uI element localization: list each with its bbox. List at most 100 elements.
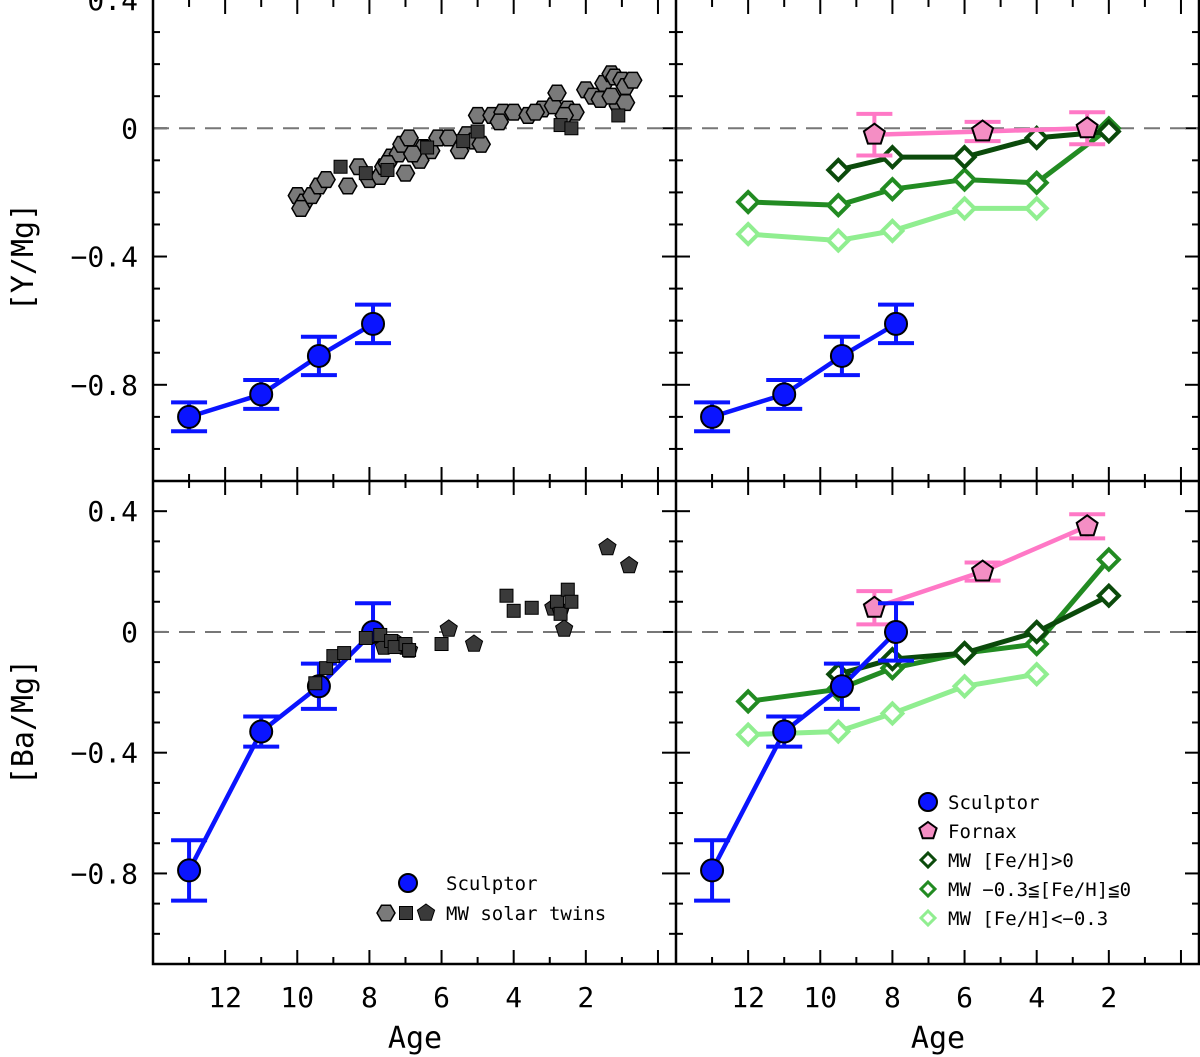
point-sculptor: [884, 619, 909, 644]
point-fornax: [970, 119, 995, 142]
point-mw-low: [951, 673, 978, 700]
legend-marker-sculptor: [918, 792, 938, 812]
point-twins-square: [553, 606, 568, 621]
x-tick-label: 8: [884, 981, 901, 1014]
legend-marker-twins-square: [399, 906, 413, 920]
line-sculptor: [187, 630, 375, 872]
y-tick-label: 0.4: [87, 495, 138, 528]
point-sculptor: [249, 719, 274, 744]
point-twins-square: [611, 108, 626, 123]
point-twins-square: [549, 594, 564, 609]
point-twins-pent: [464, 634, 484, 652]
x-tick-label: 4: [505, 981, 522, 1014]
legend-label: MW solar twins: [446, 903, 606, 925]
point-mw-high: [951, 144, 978, 170]
x-tick-label: 2: [577, 981, 594, 1014]
series-mw-mid: [735, 115, 1122, 219]
point-sculptor: [361, 311, 386, 336]
point-sculptor: [772, 719, 797, 744]
line-mw-mid: [747, 557, 1111, 704]
point-twins-square: [358, 630, 373, 645]
point-twins-square: [434, 637, 449, 652]
ticks: [153, 481, 676, 964]
series-twins-square: [308, 582, 579, 691]
point-mw-low: [1023, 661, 1050, 688]
data-layer: [694, 110, 1122, 434]
point-twins-square: [337, 646, 352, 661]
panel-top-left: 0.4 0 −0.4 −0.8: [71, 0, 676, 481]
x-axis-title-right: Age: [911, 1021, 965, 1056]
point-sculptor: [306, 343, 331, 368]
series-mw-mid: [735, 546, 1122, 715]
x-tick-label: 4: [1028, 981, 1045, 1014]
series-fornax: [856, 512, 1106, 627]
legend-marker-twins-hex: [376, 904, 396, 922]
x-tick-label: 10: [803, 981, 837, 1014]
axis-titles: Age Age [Y/Mg] [Ba/Mg]: [6, 203, 965, 1056]
y-tick-label: 0: [121, 112, 138, 145]
x-tick-label: 12: [731, 981, 765, 1014]
series-mw-low: [735, 195, 1050, 254]
y-tick-label: 0: [121, 616, 138, 649]
point-mw-mid: [825, 192, 852, 219]
point-twins-hex: [337, 177, 358, 195]
point-mw-mid: [1095, 546, 1122, 573]
point-twins-hex: [402, 145, 423, 163]
y-tick-label: −0.4: [71, 737, 138, 770]
point-twins-hex: [601, 87, 621, 105]
point-twins-square: [499, 588, 514, 603]
point-mw-high: [1095, 118, 1122, 145]
point-twins-square: [402, 643, 417, 658]
series-sculptor: [171, 601, 392, 903]
point-twins-hex: [489, 113, 510, 131]
x-tick-label: 2: [1100, 981, 1117, 1014]
point-mw-low: [735, 721, 761, 748]
point-sculptor: [772, 382, 797, 407]
point-mw-high: [951, 640, 978, 666]
point-mw-high: [1023, 125, 1050, 151]
point-twins-pent: [439, 619, 458, 637]
point-twins-hex: [467, 106, 488, 124]
point-mw-high: [825, 157, 852, 183]
point-sculptor: [177, 858, 202, 883]
legend-label: MW −0.3≦[Fe/H]≦0: [948, 879, 1131, 901]
point-sculptor: [829, 343, 854, 368]
series-fornax: [856, 110, 1106, 158]
point-twins-square: [380, 162, 395, 177]
point-mw-mid: [951, 166, 978, 193]
legend-marker-fornax: [918, 820, 938, 840]
point-twins-square: [470, 124, 485, 139]
legend-marker-sculptor: [398, 873, 418, 893]
point-twins-square: [420, 140, 435, 155]
point-twins-hex: [622, 71, 643, 89]
point-twins-square: [560, 582, 575, 597]
point-mw-mid: [879, 176, 906, 203]
series-sculptor: [694, 601, 915, 903]
point-sculptor: [249, 382, 274, 407]
point-twins-square: [308, 676, 323, 691]
point-mw-mid: [735, 189, 761, 215]
x-tick-label: 8: [361, 981, 378, 1014]
point-twins-square: [358, 166, 373, 181]
point-mw-low: [825, 718, 852, 745]
point-twins-square: [333, 159, 348, 174]
line-mw-mid: [748, 126, 1111, 208]
legend-marker-twins-pentagon: [416, 903, 436, 921]
legend-label: MW [Fe/H]<−0.3: [948, 908, 1108, 930]
point-sculptor: [700, 858, 725, 883]
y-tick-label: −0.8: [71, 857, 138, 890]
point-twins-hex: [547, 84, 567, 102]
y-axis-title-bottom: [Ba/Mg]: [6, 659, 41, 785]
y-tick-label: 0.4: [87, 0, 138, 17]
series-sculptor: [171, 302, 392, 434]
series-sculptor: [694, 302, 915, 434]
y-axis-title-top: [Y/Mg]: [6, 203, 41, 311]
point-twins-pent: [598, 537, 617, 556]
point-sculptor: [177, 404, 202, 429]
point-mw-high: [1095, 582, 1122, 609]
legend-marker-mw-high: [918, 850, 938, 870]
point-twins-hex: [395, 164, 416, 182]
y-tick-label: −0.4: [71, 241, 138, 274]
series-mw-high: [825, 582, 1122, 688]
